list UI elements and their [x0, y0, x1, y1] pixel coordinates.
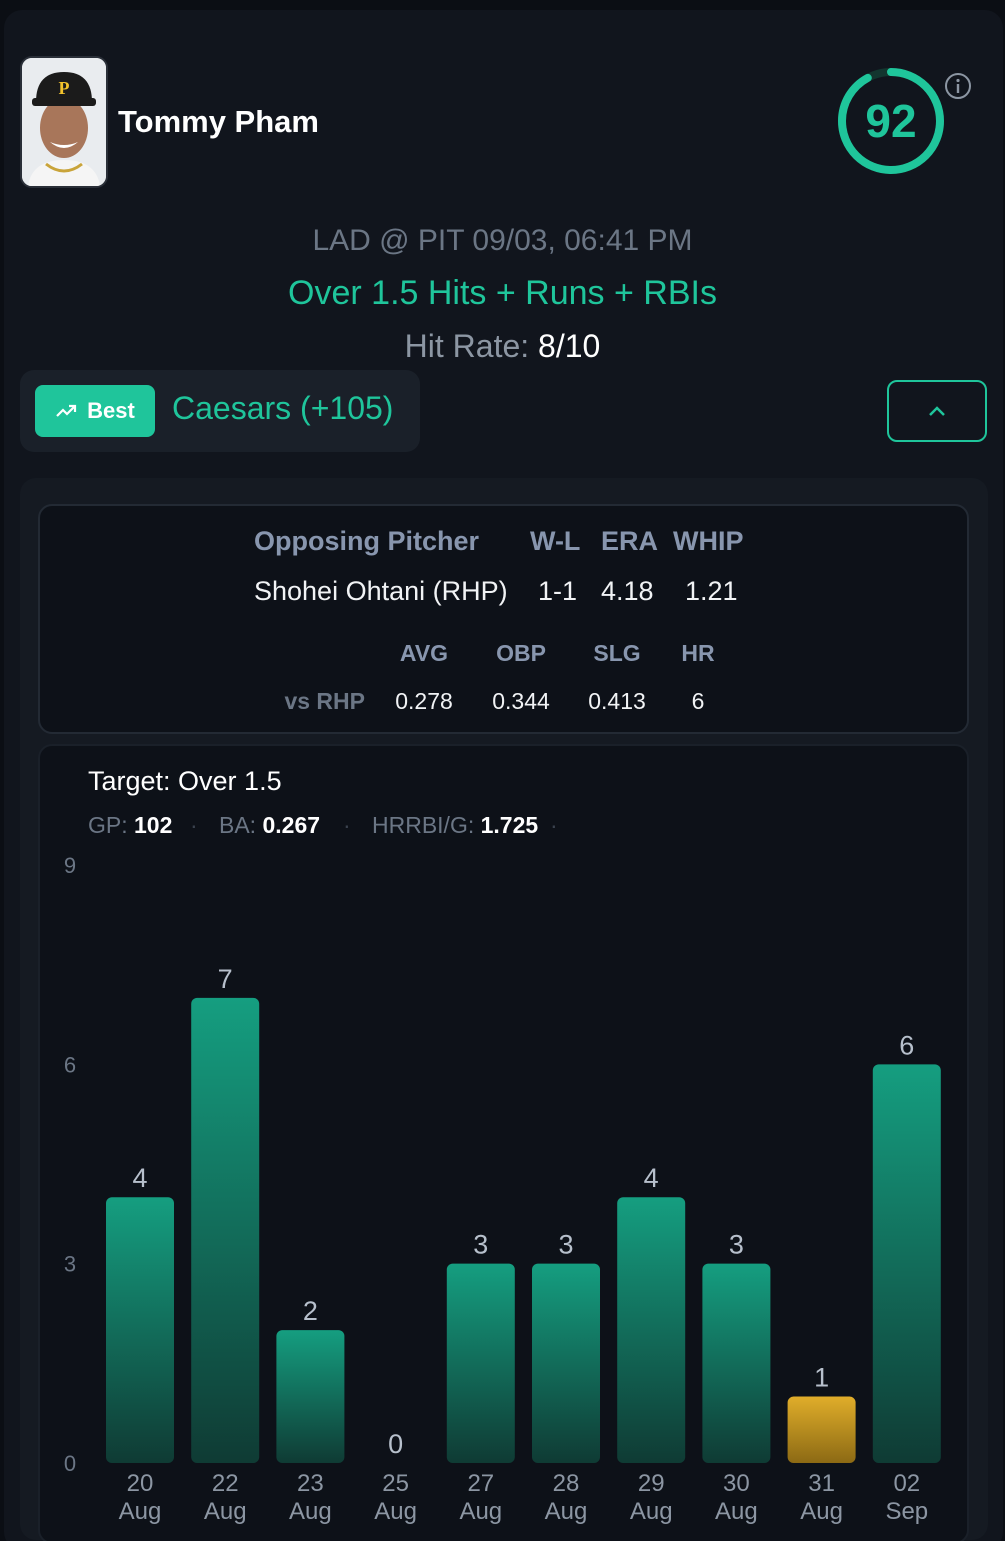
stat-separator: ·	[343, 812, 351, 838]
game-matchup: LAD @ PIT 09/03, 06:41 PM	[312, 224, 693, 257]
confidence-score: 92	[836, 66, 946, 176]
bar	[276, 1330, 345, 1463]
stat-hrrbi-value: 1.725	[480, 812, 539, 838]
collapse-button[interactable]	[887, 380, 987, 442]
stat-separator: ·	[190, 812, 198, 838]
x-tick-day: 28	[553, 1470, 580, 1497]
prop-title: Over 1.5 Hits + Runs + RBIs	[288, 274, 717, 312]
bar-value-label: 7	[218, 964, 233, 994]
x-tick-month: Aug	[119, 1498, 162, 1525]
split-avg: 0.278	[395, 688, 453, 714]
pitcher-header-era: ERA	[601, 526, 659, 556]
best-odds-badge[interactable]: Best	[35, 385, 155, 437]
pitcher-name: Shohei Ohtani (RHP)	[254, 576, 508, 606]
x-tick-month: Aug	[545, 1498, 588, 1525]
bar	[872, 1064, 941, 1463]
split-slg: 0.413	[588, 688, 646, 714]
y-tick-label: 3	[64, 1252, 76, 1277]
x-tick-day: 27	[467, 1470, 494, 1497]
x-tick-day: 30	[723, 1470, 750, 1497]
game-log-bar-chart: 0369420Aug722Aug223Aug025Aug327Aug328Aug…	[64, 853, 941, 1525]
x-tick-month: Sep	[885, 1498, 928, 1525]
bar	[446, 1263, 515, 1463]
best-label: Best	[87, 398, 135, 423]
split-label: vs RHP	[284, 688, 365, 714]
bar-value-label: 0	[388, 1429, 403, 1459]
split-hr: 6	[691, 688, 705, 714]
stat-gp: GP: 102	[88, 812, 172, 839]
x-tick-month: Aug	[630, 1498, 673, 1525]
x-tick-month: Aug	[800, 1498, 843, 1525]
x-tick-day: 20	[127, 1470, 154, 1497]
player-photo-icon: P	[22, 58, 106, 186]
x-tick-month: Aug	[204, 1498, 247, 1525]
svg-text:P: P	[59, 78, 70, 98]
x-tick-month: Aug	[715, 1498, 758, 1525]
split-header-avg: AVG	[399, 640, 449, 666]
bar-value-label: 3	[558, 1230, 573, 1260]
x-tick-day: 31	[808, 1470, 835, 1497]
split-obp: 0.344	[492, 688, 550, 714]
pitcher-header-name: Opposing Pitcher	[254, 526, 480, 556]
bar-value-label: 2	[303, 1296, 318, 1326]
x-tick-day: 25	[382, 1470, 409, 1497]
bar	[532, 1263, 600, 1463]
stat-separator: ·	[550, 812, 558, 838]
stat-ba-value: 0.267	[262, 812, 321, 838]
stat-gp-label: GP:	[88, 812, 128, 838]
pitcher-era: 4.18	[601, 576, 654, 606]
target-label: Target: Over 1.5	[88, 766, 282, 796]
x-tick-day: 22	[212, 1470, 239, 1497]
sportsbook-selector[interactable]: Best Caesars (+105)	[20, 370, 420, 452]
stat-ba-label: BA:	[219, 812, 257, 838]
split-header-hr: HR	[681, 640, 715, 666]
bar-value-label: 4	[644, 1163, 659, 1193]
split-header-slg: SLG	[593, 640, 641, 666]
hit-rate-label: Hit Rate:	[404, 328, 530, 364]
x-tick-day: 29	[638, 1470, 665, 1497]
pitcher-wl: 1-1	[538, 576, 578, 606]
x-tick-day: 02	[893, 1470, 920, 1497]
bar	[702, 1263, 771, 1463]
hit-rate: Hit Rate: 8/10	[0, 328, 1005, 365]
chevron-up-icon	[929, 406, 945, 416]
opposing-pitcher-panel	[38, 504, 969, 734]
split-header-obp: OBP	[496, 640, 546, 666]
bar	[617, 1197, 686, 1463]
bar-value-label: 6	[899, 1030, 914, 1060]
y-tick-label: 6	[64, 1052, 76, 1077]
x-tick-month: Aug	[289, 1498, 332, 1525]
bar	[787, 1396, 856, 1463]
sportsbook-name[interactable]: Caesars (+105)	[172, 390, 394, 426]
player-name: Tommy Pham	[118, 104, 319, 139]
stat-hrrbi: HRRBI/G: 1.725	[372, 812, 538, 839]
player-avatar: P	[20, 56, 108, 188]
pitcher-header-wl: W-L	[530, 526, 581, 556]
x-tick-month: Aug	[459, 1498, 502, 1525]
y-tick-label: 0	[64, 1451, 76, 1476]
stat-hrrbi-label: HRRBI/G:	[372, 812, 475, 838]
stat-gp-value: 102	[134, 812, 173, 838]
bar	[191, 997, 260, 1463]
trending-up-icon	[56, 404, 77, 417]
x-tick-day: 23	[297, 1470, 324, 1497]
hit-rate-value: 8/10	[538, 328, 601, 364]
bar-value-label: 3	[473, 1230, 488, 1260]
bar-value-label: 1	[814, 1363, 829, 1393]
x-tick-month: Aug	[374, 1498, 417, 1525]
pitcher-whip: 1.21	[685, 576, 738, 606]
bar-value-label: 4	[132, 1163, 147, 1193]
stat-ba: BA: 0.267	[219, 812, 320, 839]
info-icon[interactable]	[944, 72, 972, 100]
score-value: 92	[865, 95, 917, 147]
bar	[106, 1197, 174, 1463]
pitcher-header-whip: WHIP	[673, 526, 744, 556]
bar-value-label: 3	[729, 1230, 744, 1260]
y-tick-label: 9	[64, 853, 76, 878]
